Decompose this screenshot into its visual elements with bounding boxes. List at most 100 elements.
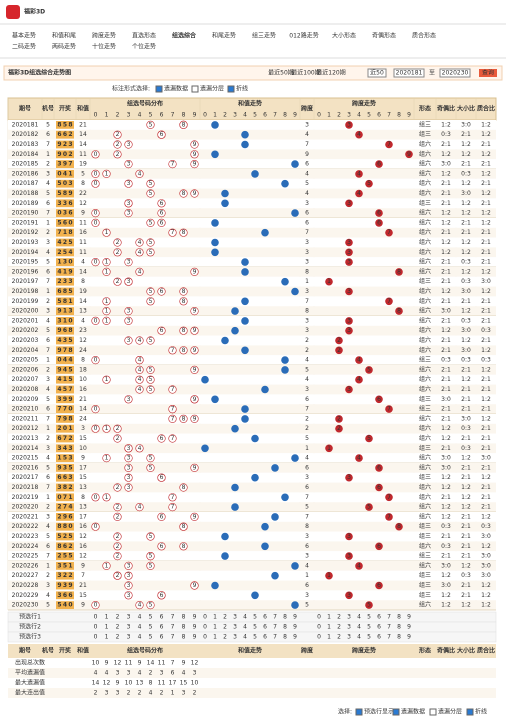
dist-ball: [146, 600, 155, 610]
nav-tab[interactable]: 跨度走势: [92, 32, 116, 40]
sum: 16: [79, 229, 87, 236]
dist-ball: [146, 248, 155, 257]
sum-ball: [281, 356, 289, 364]
ratio: 0:3: [461, 278, 471, 285]
dist-ball-text: 4: [138, 239, 142, 246]
dist-ball-text: 6: [160, 435, 164, 442]
nav-tab[interactable]: 组选综合: [172, 32, 197, 40]
issue: 2020202: [12, 327, 39, 334]
issue: 2020215: [12, 455, 39, 462]
checkbox-label: 遗漏数据: [401, 708, 425, 716]
checkbox[interactable]: [355, 708, 363, 716]
nav-tab[interactable]: 大小形态: [332, 32, 356, 40]
input[interactable]: [393, 68, 425, 78]
nav-tab[interactable]: 直选形态: [132, 32, 156, 40]
draw-bg: [56, 307, 74, 315]
machine: 5: [46, 602, 50, 609]
preselect-row[interactable]: [7, 611, 497, 623]
row-bg: [8, 257, 496, 267]
digit-header: 4: [357, 624, 361, 631]
checkbox[interactable]: [466, 708, 474, 716]
input[interactable]: [439, 68, 471, 78]
dist-ball: [168, 160, 177, 169]
preselect-row[interactable]: [7, 621, 497, 633]
checkbox[interactable]: [227, 85, 235, 93]
query-btn[interactable]: [479, 69, 497, 77]
recent-link[interactable]: 最近50期: [268, 69, 294, 77]
dist-ball: [124, 561, 133, 571]
select[interactable]: [367, 68, 387, 78]
machine: 2: [46, 366, 50, 373]
checkbox[interactable]: [191, 85, 199, 93]
nav-tab[interactable]: 012路走势: [289, 32, 318, 40]
stats-value: 12: [114, 660, 122, 667]
machine: 6: [46, 474, 50, 481]
span: 6: [305, 543, 309, 550]
recent-link[interactable]: 最近120期: [316, 69, 345, 77]
dist-ball: [102, 297, 111, 306]
ratio: 0:3: [461, 572, 471, 579]
span-ball-text: 7: [387, 513, 391, 520]
row-bg: [8, 404, 496, 414]
ratio: 2:1: [441, 415, 451, 422]
nav-tab[interactable]: 两码走势: [52, 43, 76, 51]
dist-ball: [168, 414, 177, 424]
span: 3: [305, 474, 309, 481]
ratio: 1:2: [481, 592, 491, 599]
dist-ball: [124, 258, 133, 267]
nav-tab[interactable]: 和尾走势: [212, 32, 236, 40]
digit-header: 5: [367, 614, 371, 621]
nav-tab[interactable]: 个位走势: [132, 43, 156, 51]
dist-ball: [135, 238, 144, 247]
dist-ball-text: 9: [193, 464, 197, 471]
span-ball: [355, 356, 363, 364]
dist-ball-text: 3: [127, 396, 131, 403]
ratio: 1:2: [461, 376, 471, 383]
dist-ball-text: 3: [127, 464, 131, 471]
row-bg: [8, 414, 496, 424]
ratio: 2:1: [481, 445, 491, 452]
nav-tab[interactable]: 十位走势: [92, 43, 116, 51]
machine: 3: [46, 582, 50, 589]
select-text: 近50: [370, 69, 384, 77]
preselect-row[interactable]: [7, 631, 497, 643]
dist-ball: [135, 365, 144, 375]
nav-tab[interactable]: 基本走势: [12, 32, 36, 40]
nav-tab[interactable]: 质合形态: [412, 32, 436, 40]
nav-tab[interactable]: 和值和尾: [52, 32, 76, 40]
digit-header: 3: [347, 634, 351, 641]
digit-header: 0: [94, 112, 98, 119]
span: 3: [305, 200, 309, 207]
machine: 7: [46, 141, 50, 148]
recent-link[interactable]: 最近100期: [291, 69, 320, 77]
nav-tab[interactable]: 奇偶形态: [372, 32, 396, 40]
sum: 11: [79, 249, 87, 256]
checkbox[interactable]: [429, 708, 437, 716]
form: 组三: [419, 395, 431, 403]
digit-header: 1: [105, 112, 109, 119]
column-header: 质合比: [477, 105, 495, 113]
dist-ball-text: 3: [127, 582, 131, 589]
nav-tab[interactable]: 二码走势: [12, 43, 36, 51]
checkbox[interactable]: [392, 708, 400, 716]
draw-digit: 2: [57, 425, 61, 432]
row-bg: [8, 247, 496, 258]
sum-ball: [281, 277, 289, 286]
ratio: 2:1: [461, 582, 471, 589]
dist-ball-text: 0: [94, 523, 98, 530]
dist-ball: [157, 434, 166, 443]
dist-ball-text: 0: [94, 219, 98, 226]
span-ball: [365, 179, 373, 188]
nav-tab[interactable]: 组三走势: [252, 32, 276, 40]
dist-ball: [146, 532, 155, 541]
ratio: 1:2: [461, 180, 471, 187]
stats-value: 9: [116, 680, 120, 687]
digit-header: 5: [367, 112, 371, 119]
dist-ball: [124, 463, 133, 473]
span: 3: [305, 592, 309, 599]
draw-digit: 3: [57, 572, 61, 579]
dist-ball: [168, 385, 177, 394]
column-header: 跨度: [301, 105, 314, 113]
dist-ball: [113, 434, 122, 443]
checkbox[interactable]: [155, 85, 163, 93]
